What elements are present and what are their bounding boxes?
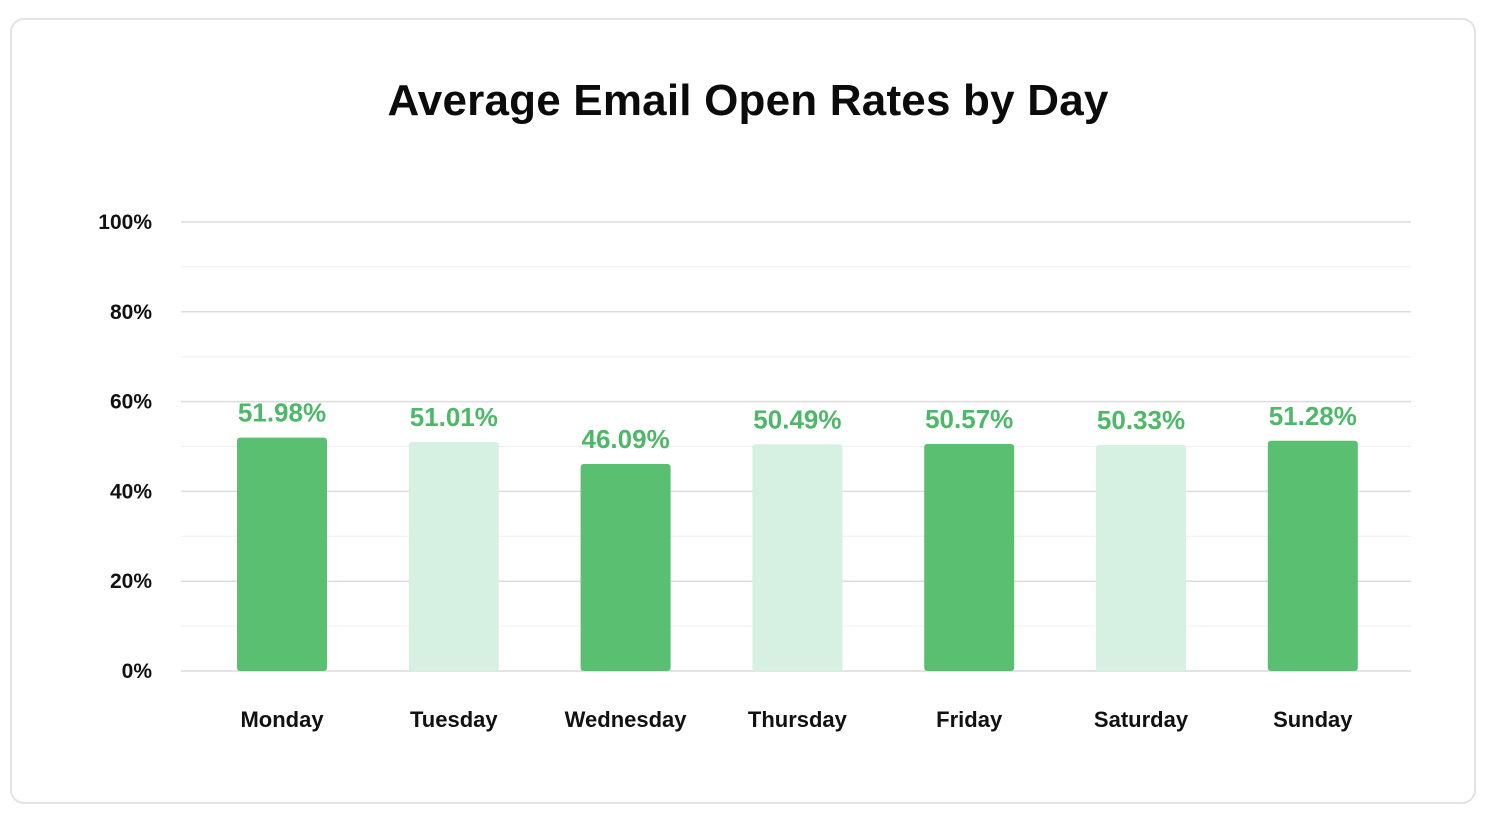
data-label-monday: 51.98% — [238, 398, 326, 428]
x-tick-label-saturday: Saturday — [1094, 707, 1189, 732]
x-tick-label-tuesday: Tuesday — [410, 707, 498, 732]
bars — [237, 437, 1358, 671]
bar-saturday — [1096, 445, 1186, 671]
x-axis-ticks: Monday Tuesday Wednesday Thursday Friday Satu… — [240, 707, 1353, 732]
y-tick-label: 0% — [122, 660, 153, 683]
chart-card — [10, 18, 1476, 804]
data-label-wednesday: 46.09% — [582, 424, 670, 454]
x-tick-label-sunday: Sunday — [1273, 707, 1353, 732]
bar-friday — [924, 443, 1015, 671]
chart-title: Average Email Open Rates by Day — [387, 76, 1109, 125]
y-tick-label: 60% — [110, 391, 152, 414]
data-label-friday: 50.57% — [925, 404, 1013, 434]
bar-wednesday — [580, 464, 671, 671]
y-axis-ticks: 0% 20% 40% 60% 80% 100% — [98, 211, 152, 683]
y-tick-label: 80% — [110, 301, 152, 324]
bar-monday — [237, 437, 327, 671]
bar-sunday — [1267, 440, 1358, 671]
bar-thursday — [752, 444, 843, 671]
data-label-saturday: 50.33% — [1097, 405, 1185, 435]
x-tick-label-wednesday: Wednesday — [565, 707, 688, 732]
data-label-thursday: 50.49% — [753, 404, 841, 434]
y-tick-label: 40% — [110, 480, 152, 503]
x-tick-label-monday: Monday — [240, 707, 324, 732]
data-label-sunday: 51.28% — [1269, 401, 1357, 431]
y-tick-label: 100% — [98, 211, 152, 234]
x-tick-label-thursday: Thursday — [748, 707, 848, 732]
x-tick-label-friday: Friday — [936, 707, 1003, 732]
bar-tuesday — [408, 441, 499, 671]
data-labels: 51.98% 51.01% 46.09% 50.49% 50.57% 50.33% 51.2… — [238, 398, 1357, 454]
data-label-tuesday: 51.01% — [410, 402, 498, 432]
y-tick-label: 20% — [110, 570, 152, 593]
